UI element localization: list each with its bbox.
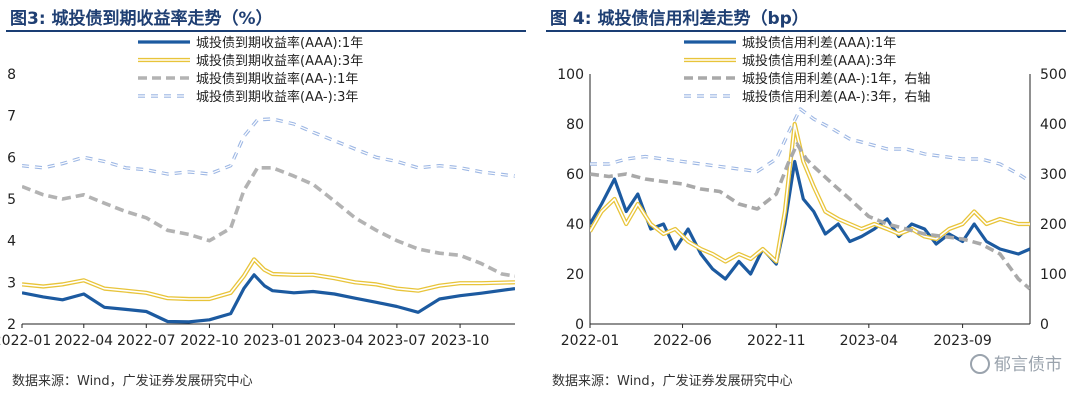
watermark-label: 郁言债市	[994, 355, 1062, 375]
series-4-inner	[590, 108, 1030, 183]
left-chart-title: 图3: 城投债到期收益率走势（%）	[10, 9, 273, 29]
series-4-line	[22, 117, 515, 178]
x-tick-label: 2022-01	[561, 333, 620, 349]
series-4-outer	[590, 107, 1030, 183]
y2-tick-label: 300	[1040, 167, 1067, 183]
series-2-inner	[22, 258, 515, 300]
series-1-line	[22, 273, 515, 324]
left-source-note: 数据来源：Wind，广发证券发展研究中心	[12, 374, 253, 389]
series-2-outer	[22, 257, 515, 302]
x-tick-label: 2022-04	[55, 333, 114, 349]
x-tick-label: 2022-01	[0, 333, 51, 349]
right-chart-plot: 0 20 40 60 80 100 0 100 200 300 400 500 2022-01 2022-…	[557, 35, 1067, 349]
legend-label-2: 城投债信用利差(AAA):3年	[742, 53, 896, 69]
x-tick-label: 2022-06	[653, 333, 712, 349]
series-1-line	[590, 159, 1030, 281]
series-4-inner	[22, 118, 515, 177]
y2-tick-label: 500	[1040, 67, 1067, 83]
y2-tick-label: 200	[1040, 217, 1067, 233]
legend-label-1: 城投债到期收益率(AAA):1年	[196, 35, 363, 51]
left-chart-plot: 23456782022-012022-042022-072022-102023-…	[0, 35, 515, 349]
legend-label-2: 城投债到期收益率(AAA):3年	[196, 53, 363, 69]
series-2-line	[22, 257, 515, 302]
x-tick-label: 2023-10	[431, 333, 490, 349]
y2-tick-label: 400	[1040, 117, 1067, 133]
legend: 城投债信用利差(AAA):1年城投债信用利差(AAA):3年城投债信用利差(AA…	[684, 35, 930, 105]
y-tick-label: 3	[7, 275, 16, 291]
series-3-path	[590, 142, 1030, 291]
legend-label-1: 城投债信用利差(AAA):1年	[742, 35, 896, 51]
right-chart-title-bar: 图 4: 城投债信用利差走势（bp）	[546, 0, 1066, 32]
legend-label-4: 城投债到期收益率(AA-):3年	[196, 89, 358, 105]
series-3-line	[590, 142, 1030, 291]
series-1-path	[22, 273, 515, 324]
y-tick-label: 20	[566, 267, 584, 283]
series-4-line	[590, 107, 1030, 183]
y2-tick-label: 100	[1040, 267, 1067, 283]
x-tick-label: 2023-01	[243, 333, 302, 349]
legend-label-3: 城投债到期收益率(AA-):1年	[196, 71, 358, 87]
legend-label-3: 城投债信用利差(AA-):1年，右轴	[742, 71, 930, 87]
y2-tick-label: 0	[1040, 317, 1049, 333]
x-tick-label: 2022-11	[747, 333, 806, 349]
x-tick-label: 2022-07	[117, 333, 176, 349]
left-chart-panel: 图3: 城投债到期收益率走势（%） 23456782022-012022-042…	[0, 0, 526, 389]
y-tick-label: 60	[566, 167, 584, 183]
x-tick-label: 2023-04	[840, 333, 899, 349]
series-2-line	[590, 121, 1030, 264]
right-source-note: 数据来源：Wind，广发证券发展研究中心	[552, 374, 793, 389]
y-tick-label: 40	[566, 217, 584, 233]
y-tick-label: 7	[7, 109, 16, 125]
y-tick-label: 2	[7, 317, 16, 333]
y-tick-label: 8	[7, 67, 16, 83]
series-3-path	[22, 166, 515, 278]
legend: 城投债到期收益率(AAA):1年城投债到期收益率(AAA):3年城投债到期收益率…	[138, 35, 363, 105]
series-2-inner	[590, 123, 1030, 263]
right-chart-panel: 图 4: 城投债信用利差走势（bp） 0 20 40 60 80 100 0 100 200 30…	[540, 0, 1080, 408]
x-tick-label: 2023-04	[305, 333, 364, 349]
legend-label-4: 城投债信用利差(AA-):3年，右轴	[742, 89, 930, 105]
y-tick-label: 4	[7, 234, 16, 250]
y-tick-label: 0	[575, 317, 584, 333]
series-1-path	[590, 159, 1030, 281]
x-tick-label: 2023-07	[368, 333, 427, 349]
left-chart-title-bar: 图3: 城投债到期收益率走势（%）	[6, 0, 526, 32]
series-3-line	[22, 166, 515, 278]
right-chart-title: 图 4: 城投债信用利差走势（bp）	[550, 9, 809, 29]
watermark: 郁言债市	[970, 350, 1062, 375]
y-tick-label: 5	[7, 192, 16, 208]
y-tick-label: 100	[557, 67, 584, 83]
x-tick-label: 2023-09	[933, 333, 992, 349]
y-tick-label: 6	[7, 150, 16, 166]
wechat-logo-icon	[970, 354, 990, 374]
x-tick-label: 2022-10	[180, 333, 239, 349]
y-tick-label: 80	[566, 117, 584, 133]
